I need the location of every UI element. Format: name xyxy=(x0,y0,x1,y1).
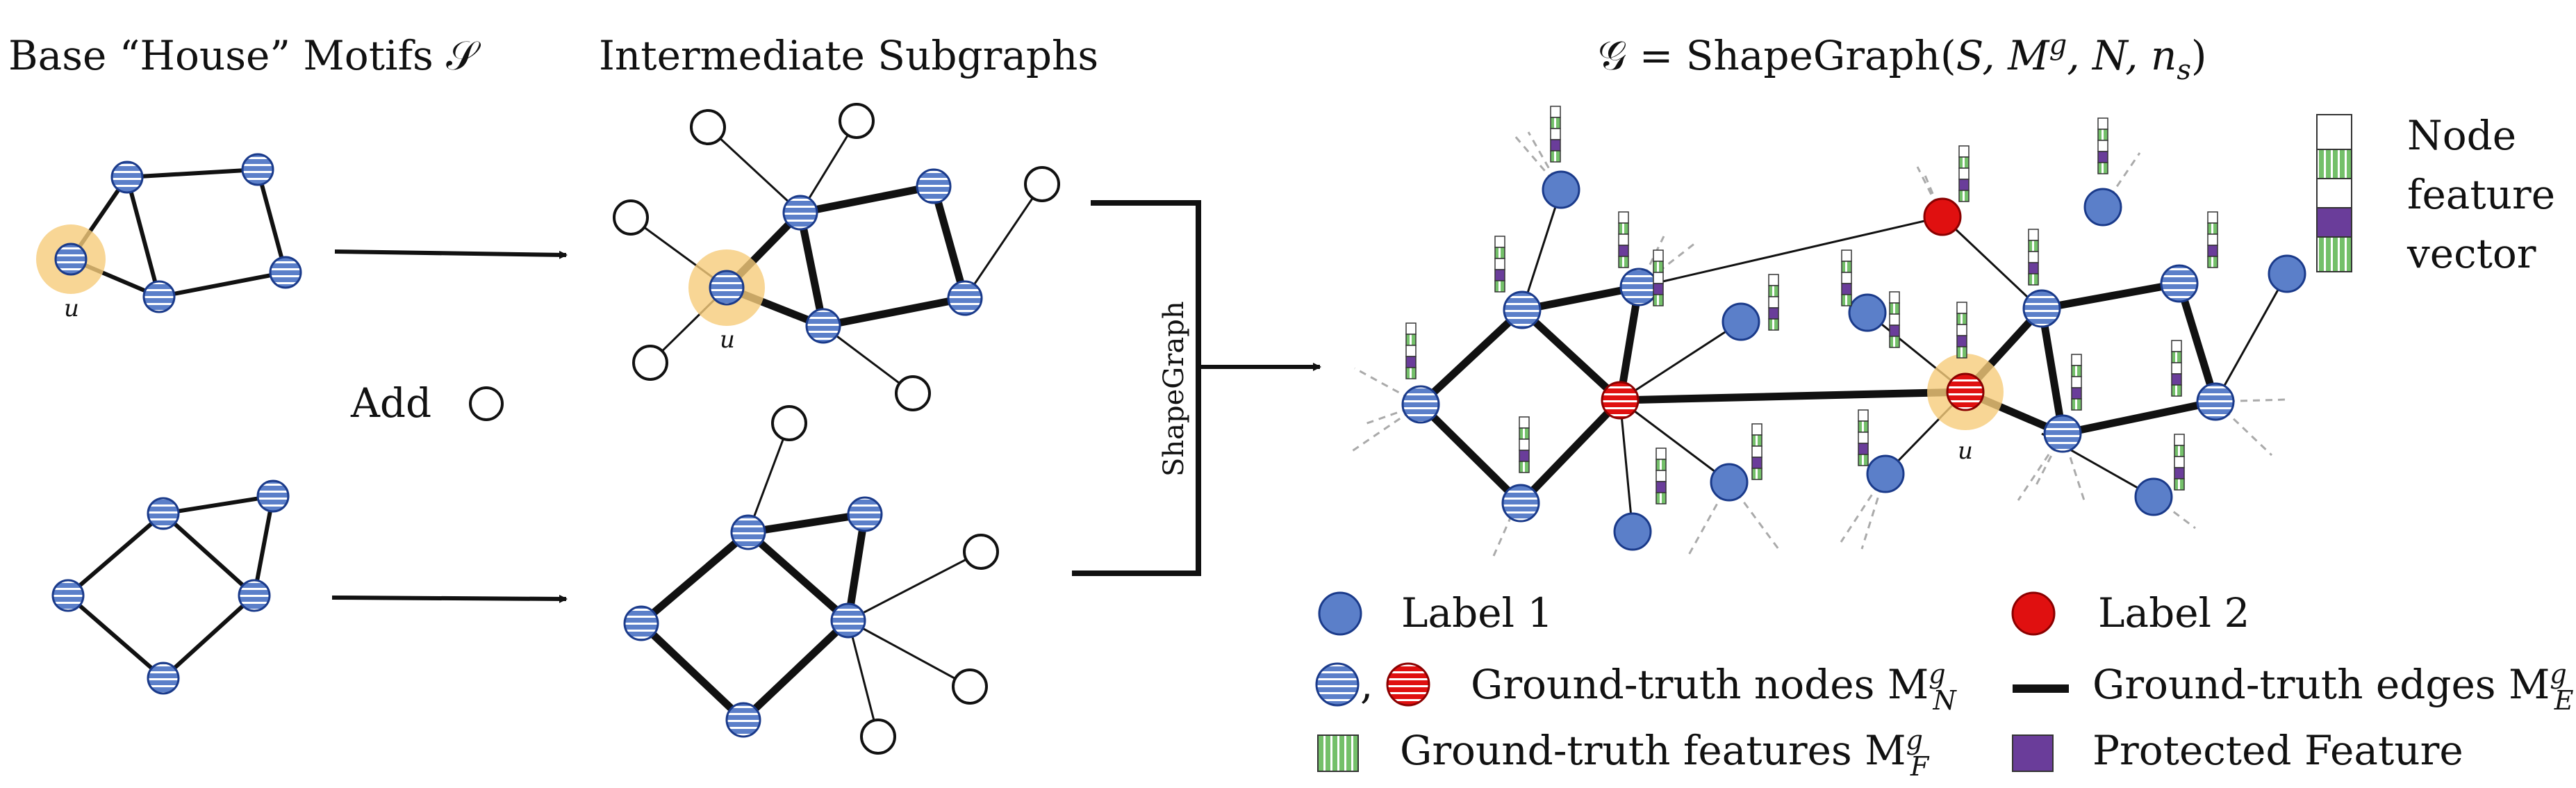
formula-sup: g xyxy=(2049,29,2067,61)
graph-ground-truth-blue-nodes xyxy=(1401,264,2235,523)
legend-gt-node-red-icon xyxy=(1386,662,1430,707)
formula-close: ) xyxy=(2191,32,2207,79)
legend-label1-text: Label 1 xyxy=(1401,589,1553,637)
heading-base-motifs: Base “House” Motifs 𝒮 xyxy=(8,32,481,79)
node-feature-vector-legend-icon xyxy=(2316,114,2352,272)
shapegraph-bracket xyxy=(1072,200,1201,576)
legend-gt-nodes-text: Ground-truth nodes Mg N xyxy=(1471,659,1958,716)
subgraph-2-motif-nodes xyxy=(623,496,883,738)
feature-vectors xyxy=(1405,106,2218,504)
formula-prefix: 𝒢 = ShapeGraph( xyxy=(1598,32,1956,79)
graph-ground-truth-red-nodes xyxy=(1601,372,1985,420)
arrow-motif1-to-subgraph1 xyxy=(334,249,568,259)
legend-gt-edges-sup: g xyxy=(2550,659,2566,689)
legend-gt-features-sup: g xyxy=(1906,725,1923,755)
legend-gt-edges-sub: E xyxy=(2554,685,2574,716)
label-u-graph: u xyxy=(1958,437,1973,465)
arrow-motif2-to-subgraph2 xyxy=(331,594,568,603)
feature-legend-line2: feature xyxy=(2407,171,2555,218)
legend-label1-icon xyxy=(1318,591,1362,636)
feature-legend-line1: Node xyxy=(2407,112,2516,159)
subgraph-1-thick-edges xyxy=(724,182,969,330)
legend-gt-features-sub: F xyxy=(1910,751,1930,782)
subgraph-1-thin-edges xyxy=(630,120,1043,395)
feature-legend-line3: vector xyxy=(2406,230,2536,277)
base-motif-1-nodes xyxy=(54,153,302,313)
base-motif-1 xyxy=(69,167,288,299)
base-motif-2 xyxy=(67,494,275,680)
subgraph-1-added-nodes xyxy=(613,103,1060,411)
graph-label1-plain-nodes xyxy=(1542,170,2306,551)
formula-rest: , N, n xyxy=(2067,32,2177,79)
add-node-icon xyxy=(469,386,504,421)
label-u-motif: u xyxy=(64,295,79,322)
legend-gt-edges-main: Ground-truth edges M xyxy=(2092,661,2550,708)
legend-protected-text: Protected Feature xyxy=(2092,727,2463,774)
heading-intermediate-subgraphs: Intermediate Subgraphs xyxy=(599,32,1098,79)
formula-args: S, M xyxy=(1956,32,2051,79)
legend-gt-nodes-sup: g xyxy=(1929,659,1945,689)
legend-gt-feature-icon xyxy=(1317,734,1359,772)
legend-gt-nodes-main: Ground-truth nodes M xyxy=(1471,661,1929,708)
label-u-subgraph: u xyxy=(720,326,735,354)
shapegraph-vertical-label: ShapeGraph xyxy=(1158,301,1190,477)
subgraph-1-motif-nodes xyxy=(709,168,983,344)
legend-protected-feature-icon xyxy=(2012,734,2054,772)
subgraph-2-thin-edges xyxy=(747,422,982,737)
legend-label2-text: Label 2 xyxy=(2098,589,2249,637)
add-label: Add xyxy=(350,379,431,427)
legend-gt-features-main: Ground-truth features M xyxy=(1400,727,1906,774)
subgraph-2-added-nodes xyxy=(771,405,999,755)
legend-gt-edges-text: Ground-truth edges Mg E xyxy=(2092,659,2574,716)
legend-gt-nodes-sub: N xyxy=(1933,685,1958,716)
graph-label2-node xyxy=(1923,197,1962,236)
formula-sub: s xyxy=(2177,54,2191,86)
legend-label2-icon xyxy=(2011,591,2056,636)
base-motif-2-nodes xyxy=(51,479,290,695)
subgraph-2-thick-edges xyxy=(638,510,869,723)
legend-gt-features-text: Ground-truth features Mg F xyxy=(1400,725,1930,782)
legend-comma: , xyxy=(1360,661,1373,708)
heading-shapegraph-formula: 𝒢 = ShapeGraph(S, Mg, N, ns) xyxy=(1598,29,2207,86)
legend-gt-node-blue-icon xyxy=(1315,662,1360,707)
